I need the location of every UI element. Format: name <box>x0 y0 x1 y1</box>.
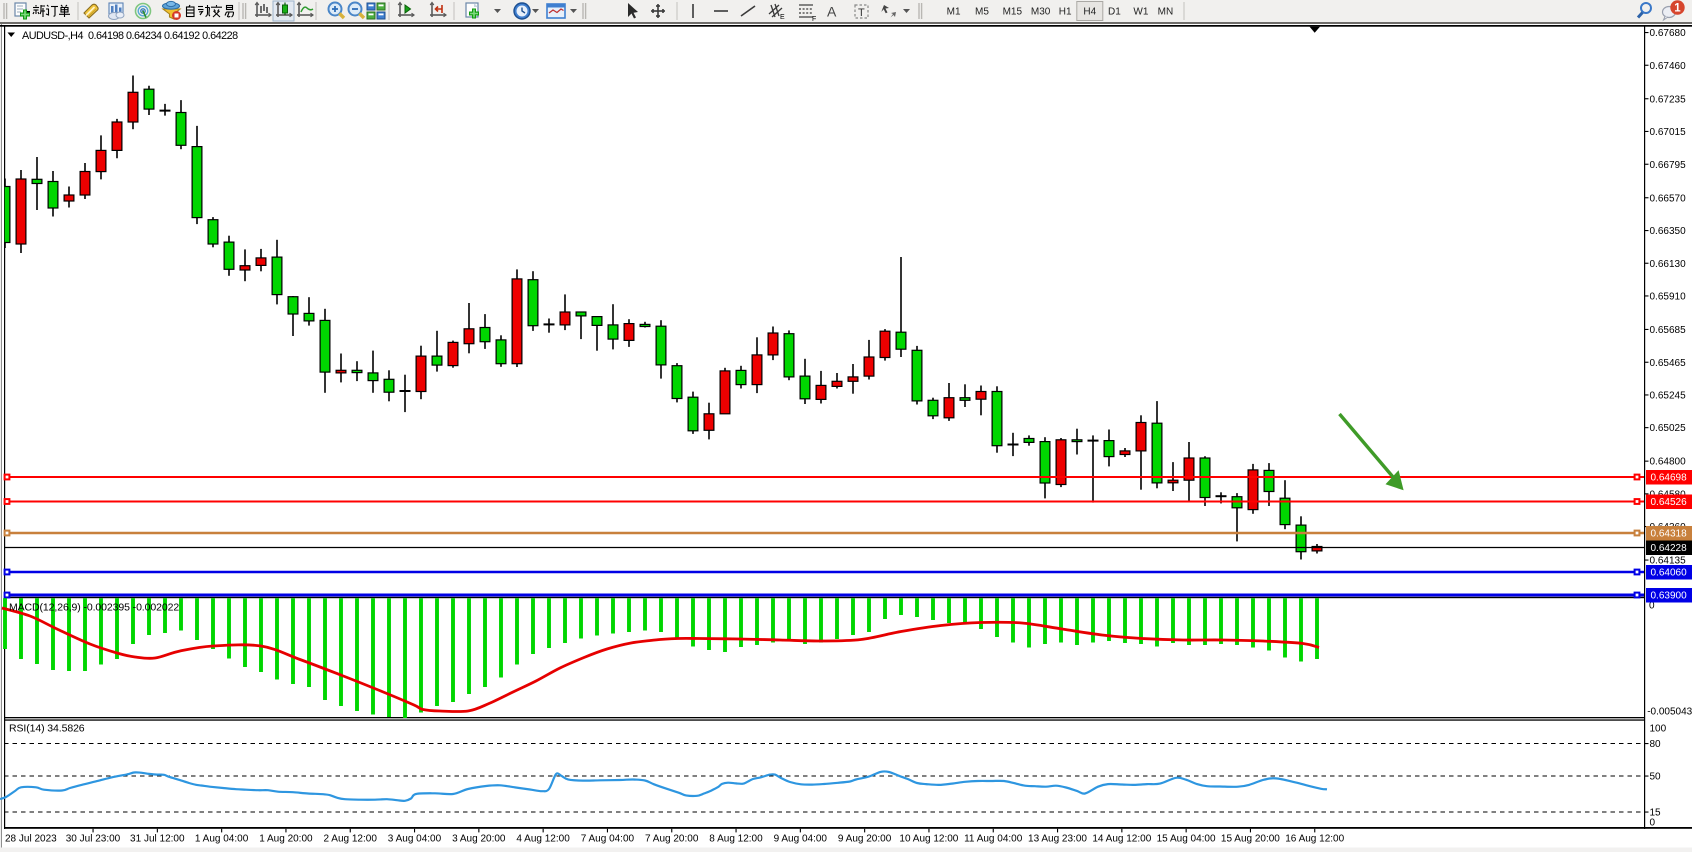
svg-text:50: 50 <box>1650 772 1662 783</box>
svg-text:0.64318: 0.64318 <box>1651 529 1688 540</box>
svg-text:E: E <box>780 14 785 21</box>
svg-text:H4: H4 <box>1083 7 1096 18</box>
svg-text:0.64526: 0.64526 <box>1651 497 1688 508</box>
svg-text:7 Aug 20:00: 7 Aug 20:00 <box>645 834 699 845</box>
svg-text:AUDUSD-,H4 0.64198 0.64234 0.: AUDUSD-,H4 0.64198 0.64234 0.64192 0.642… <box>22 30 238 42</box>
svg-text:0.64060: 0.64060 <box>1651 568 1688 579</box>
svg-text:0.65245: 0.65245 <box>1650 391 1687 402</box>
svg-text:0.67015: 0.67015 <box>1650 127 1687 138</box>
svg-text:M5: M5 <box>975 7 989 18</box>
svg-text:0.65025: 0.65025 <box>1650 423 1687 434</box>
svg-text:15 Aug 04:00: 15 Aug 04:00 <box>1157 834 1216 845</box>
svg-text:3 Aug 04:00: 3 Aug 04:00 <box>388 834 442 845</box>
svg-text:W1: W1 <box>1133 7 1148 18</box>
svg-text:0.67460: 0.67460 <box>1650 61 1687 72</box>
svg-text:3 Aug 20:00: 3 Aug 20:00 <box>452 834 506 845</box>
svg-text:RSI(14) 34.5826: RSI(14) 34.5826 <box>9 723 85 735</box>
svg-text:13 Aug 23:00: 13 Aug 23:00 <box>1028 834 1087 845</box>
svg-text:11 Aug 04:00: 11 Aug 04:00 <box>964 834 1023 845</box>
svg-text:8 Aug 12:00: 8 Aug 12:00 <box>709 834 763 845</box>
svg-text:0.64698: 0.64698 <box>1651 473 1688 484</box>
svg-text:0.64800: 0.64800 <box>1650 457 1687 468</box>
svg-text:0.66350: 0.66350 <box>1650 226 1687 237</box>
svg-text:MACD(12,26,9) -0.002395 -0.002: MACD(12,26,9) -0.002395 -0.002022 <box>9 602 179 614</box>
svg-text:10 Aug 12:00: 10 Aug 12:00 <box>899 834 958 845</box>
svg-text:15: 15 <box>1650 808 1662 819</box>
svg-text:9 Aug 04:00: 9 Aug 04:00 <box>774 834 828 845</box>
svg-text:0.66130: 0.66130 <box>1650 259 1687 270</box>
svg-text:T: T <box>858 7 865 19</box>
svg-text:0.67235: 0.67235 <box>1650 94 1687 105</box>
svg-text:1 Aug 04:00: 1 Aug 04:00 <box>195 834 249 845</box>
svg-text:0.64228: 0.64228 <box>1651 543 1688 554</box>
svg-text:-0.005043: -0.005043 <box>1647 707 1692 718</box>
svg-text:0: 0 <box>1649 601 1655 612</box>
svg-text:M30: M30 <box>1031 7 1051 18</box>
svg-text:0.67680: 0.67680 <box>1650 28 1687 39</box>
svg-text:M1: M1 <box>947 7 961 18</box>
svg-text:15 Aug 20:00: 15 Aug 20:00 <box>1221 834 1280 845</box>
svg-text:0.66570: 0.66570 <box>1650 193 1687 204</box>
svg-text:80: 80 <box>1650 739 1662 750</box>
svg-text:H1: H1 <box>1059 7 1072 18</box>
svg-text:0.64135: 0.64135 <box>1650 556 1687 567</box>
svg-text:F: F <box>812 16 816 22</box>
svg-text:100: 100 <box>1650 724 1667 735</box>
svg-text:30 Jul 23:00: 30 Jul 23:00 <box>66 834 121 845</box>
svg-text:0: 0 <box>1650 818 1656 829</box>
svg-text:0.66795: 0.66795 <box>1650 160 1687 171</box>
svg-text:16 Aug 12:00: 16 Aug 12:00 <box>1285 834 1344 845</box>
svg-text:0.63900: 0.63900 <box>1651 591 1688 602</box>
svg-text:0.65910: 0.65910 <box>1650 292 1687 303</box>
svg-text:9 Aug 20:00: 9 Aug 20:00 <box>838 834 892 845</box>
svg-text:14 Aug 12:00: 14 Aug 12:00 <box>1092 834 1151 845</box>
svg-text:1: 1 <box>1674 3 1681 15</box>
svg-text:7 Aug 04:00: 7 Aug 04:00 <box>581 834 635 845</box>
svg-text:28 Jul 2023: 28 Jul 2023 <box>5 834 57 845</box>
svg-text:1 Aug 20:00: 1 Aug 20:00 <box>259 834 313 845</box>
svg-text:A: A <box>827 4 837 20</box>
svg-text:D1: D1 <box>1108 7 1121 18</box>
svg-text:MN: MN <box>1158 7 1174 18</box>
svg-text:0.65685: 0.65685 <box>1650 325 1687 336</box>
svg-text:4 Aug 12:00: 4 Aug 12:00 <box>516 834 570 845</box>
svg-text:M15: M15 <box>1003 7 1023 18</box>
svg-text:31 Jul 12:00: 31 Jul 12:00 <box>130 834 185 845</box>
svg-text:0.65465: 0.65465 <box>1650 358 1687 369</box>
svg-text:2 Aug 12:00: 2 Aug 12:00 <box>324 834 378 845</box>
